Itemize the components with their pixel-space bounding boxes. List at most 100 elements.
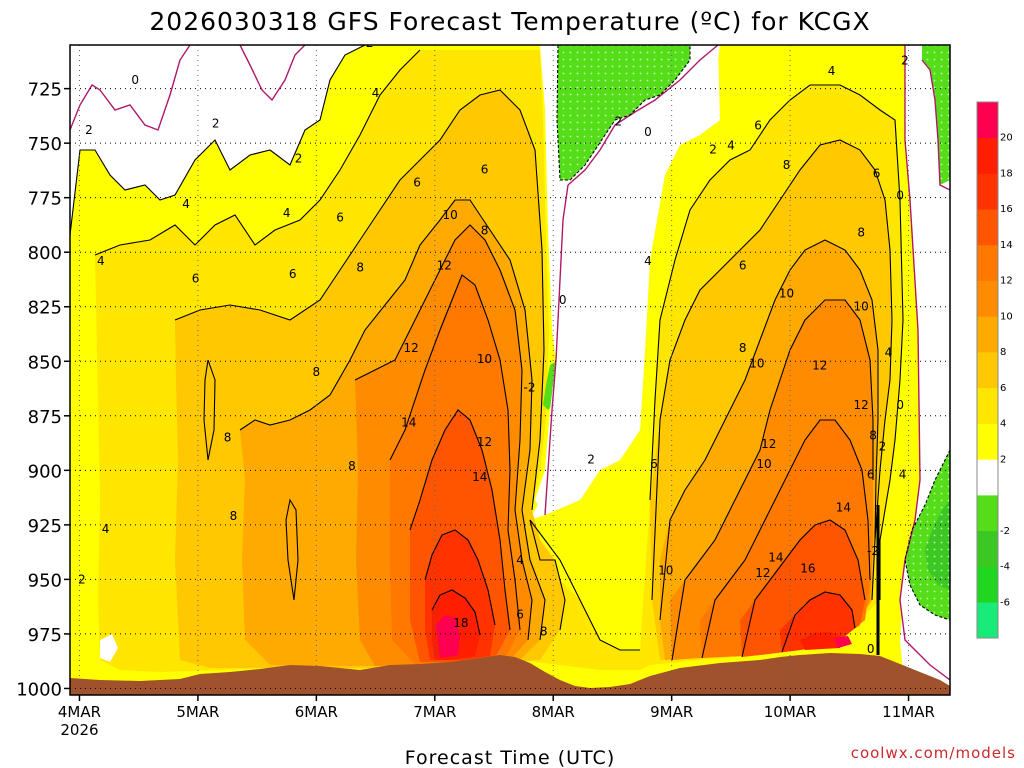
band-18-to-20: [432, 590, 845, 660]
contour-label: -2: [524, 380, 536, 394]
contour-line: [649, 84, 904, 600]
contour-label: 8: [348, 459, 356, 473]
contour-label: 6: [867, 468, 875, 482]
x-tick-label: 8MAR: [532, 703, 575, 721]
x-tick-label: 5MAR: [176, 703, 219, 721]
contour-label: 10: [756, 457, 771, 471]
contour-label: 4: [283, 206, 291, 220]
contour-line: [701, 419, 871, 659]
contour-label: 4: [97, 254, 105, 268]
contour-label: 10: [779, 287, 794, 301]
contour-label: 18: [453, 616, 468, 630]
contour-label: 0: [131, 73, 139, 87]
contour-label: 8: [481, 223, 489, 237]
contour-label: 4: [828, 64, 836, 78]
credit-link[interactable]: coolwx.com/models: [851, 744, 1016, 762]
colorbar-swatch: [977, 316, 998, 353]
contour-label: 0: [896, 189, 904, 203]
contour-label: 12: [812, 359, 827, 373]
colorbar-swatch: [977, 102, 998, 139]
contour-label: 8: [739, 341, 747, 355]
contour-label: 8: [869, 428, 877, 442]
colorbar-swatch: [977, 387, 998, 424]
colorbar-swatch: [977, 173, 998, 210]
colorbar-label: 10: [1000, 311, 1013, 322]
pocket-0-to-2: [100, 634, 118, 662]
contour-label: 10: [854, 300, 869, 314]
contour-label: 6: [873, 167, 881, 181]
contour-label: 6: [413, 175, 421, 189]
contour-label: 12: [477, 435, 492, 449]
contour-line: [409, 409, 511, 631]
colorbar-label: -6: [1000, 597, 1010, 608]
contour-line: [431, 589, 481, 636]
contour-label: 2: [212, 117, 220, 131]
band-12-to-14: [390, 275, 870, 664]
contour-label: 0: [559, 293, 567, 307]
contour-label: 8: [356, 260, 364, 274]
contour-label: -2: [867, 544, 879, 558]
contour-label: 4: [102, 522, 110, 536]
contour-label: 2: [709, 143, 717, 157]
colorbar-swatch: [977, 280, 998, 317]
contour-line: [671, 299, 874, 661]
contour-label: 14: [836, 500, 851, 514]
contour-label: 2: [587, 452, 595, 466]
contour-line: [285, 498, 299, 601]
colorbar-label: -4: [1000, 562, 1010, 573]
contour-label: 10: [658, 564, 673, 578]
x-tick-label: 11MAR: [882, 703, 935, 721]
wedge-0-to-2-right: [900, 45, 950, 695]
contour-label: 12: [403, 341, 418, 355]
wedge-0-to-2: [535, 45, 720, 515]
colorbar-label: 14: [1000, 240, 1013, 251]
contour-label: 6: [289, 267, 297, 281]
contour-label: 2: [879, 439, 887, 453]
colorbar-label: 2: [1000, 454, 1006, 465]
colorbar-label: 8: [1000, 347, 1006, 358]
colorbar-label: -2: [1000, 526, 1010, 537]
grid: [70, 45, 950, 695]
colorbar-label: 16: [1000, 204, 1013, 215]
zero-degree-line: [567, 45, 719, 186]
contour-lines: [70, 45, 950, 681]
y-axis: 725 750 775 800 825 850 875 900 925 950 975 1000: [16, 80, 70, 700]
wedge-0-to-2-top-left: [70, 45, 330, 200]
contour-label: 12: [854, 398, 869, 412]
colorbar-swatch: [977, 352, 998, 389]
y-tick-label: 850: [28, 352, 62, 373]
contour-line: [94, 49, 421, 256]
contour-line: [389, 274, 521, 631]
contour-label: 8: [540, 625, 548, 639]
colorbar-swatch: [977, 602, 998, 639]
contour-line: [781, 591, 856, 653]
contour-label: 2: [85, 123, 93, 137]
contour-label: 8: [857, 226, 865, 240]
contour-label: 4: [372, 86, 380, 100]
y-tick-label: 800: [28, 243, 62, 264]
contour-label: 10: [443, 208, 458, 222]
contour-label: 14: [472, 470, 487, 484]
colorbar-swatch: [977, 566, 998, 603]
contour-line: [424, 529, 496, 626]
contour-line: [239, 199, 546, 641]
contour-label: 6: [336, 210, 344, 224]
colorbar-label: 20: [1000, 133, 1013, 144]
x-tick-sublabel: 2026: [60, 721, 98, 739]
zero-degree-line: [239, 45, 306, 102]
contour-label: 6: [516, 607, 524, 621]
contour-line: [70, 45, 366, 236]
x-tick-label: 7MAR: [413, 703, 456, 721]
y-tick-label: 825: [28, 298, 62, 319]
colorbar-label: 12: [1000, 276, 1013, 287]
contour-line: [659, 239, 879, 621]
contour-line: [529, 519, 566, 631]
y-tick-label: 725: [28, 80, 62, 101]
contour-label: 4: [727, 138, 735, 152]
contour-label: 4: [182, 197, 190, 211]
contour-line: [354, 224, 533, 641]
colorbar-swatch: [977, 459, 998, 496]
